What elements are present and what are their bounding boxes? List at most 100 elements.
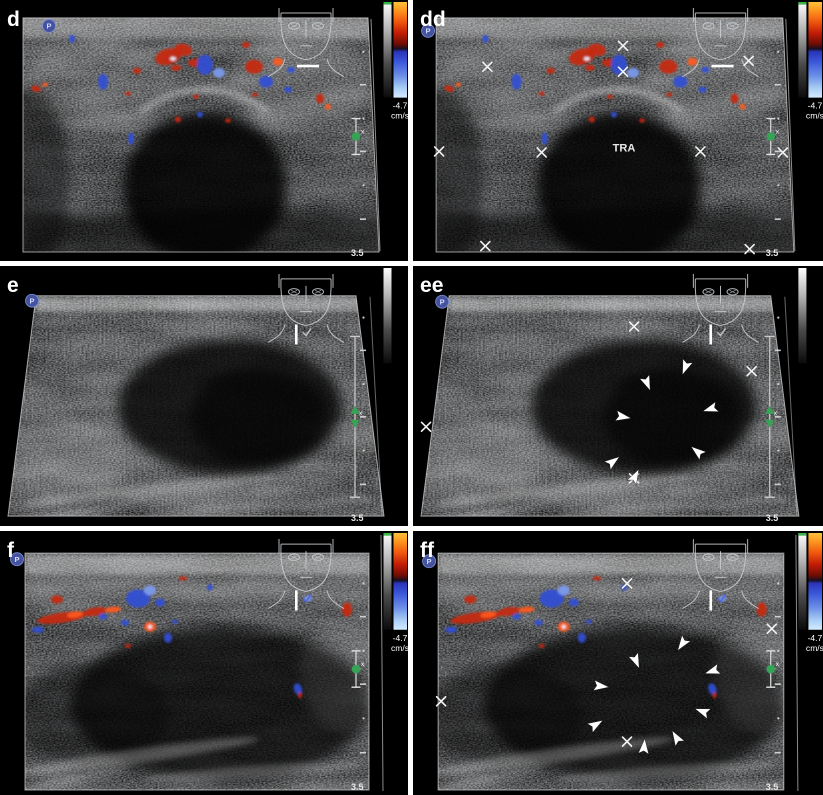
colorbar-velocity-value: -4.7 [393, 101, 408, 111]
doppler-flow-layer [32, 576, 352, 699]
scan-border [24, 552, 370, 791]
x-marker [628, 321, 640, 332]
x-marker [746, 365, 757, 377]
grayscale-bar [383, 533, 392, 630]
probe-logo: P [422, 554, 437, 569]
depth-ruler [360, 18, 381, 252]
probe-logo: P [10, 552, 24, 567]
x-marker [420, 421, 432, 433]
probe-orientation-marker [295, 324, 312, 345]
probe-logo-letter: P [427, 557, 432, 566]
ultrasound-image-f: -4.7cm/s 3.5 x Pf [0, 531, 408, 795]
scan-border [420, 295, 800, 517]
ultrasound-image-ee: 3.5 x Pee [413, 266, 823, 526]
lesion-arrowhead [704, 663, 722, 675]
probe-logo: P [421, 24, 436, 38]
probe-logo: P [42, 19, 56, 33]
measurement-caliper [764, 335, 775, 498]
caliper-x-label: x [361, 661, 365, 668]
panel-letter-label: d [7, 8, 20, 31]
scan-area [436, 17, 794, 253]
x-marker [482, 61, 493, 73]
colorbar-velocity-value: -4.7 [808, 633, 823, 643]
colorbar-velocity-unit: cm/s [806, 111, 823, 121]
lesion-arrowhead [614, 410, 632, 421]
caliper-x-label: x [776, 661, 780, 668]
lesion-arrowhead [690, 446, 707, 461]
scan-area [23, 17, 379, 253]
probe-orientation-marker [297, 64, 319, 68]
probe-orientation-marker [709, 324, 727, 345]
grayscale-bar-green-tick [798, 533, 807, 536]
measurement-caliper [766, 650, 776, 688]
x-marker [617, 40, 629, 52]
doppler-color-bar [393, 1, 407, 98]
grayscale-bar-green-tick [383, 533, 392, 536]
probe-orientation-marker [711, 64, 734, 68]
doppler-color-bar [808, 533, 822, 630]
depth-ruler [774, 535, 799, 791]
lesion-arrowhead [702, 401, 720, 412]
depth-ruler [360, 535, 384, 791]
x-marker [621, 736, 633, 747]
probe-logo-letter: P [29, 297, 34, 306]
grayscale-bar [798, 267, 807, 364]
x-marker [777, 147, 789, 158]
caliper-x-label: x [776, 129, 780, 136]
grayscale-bar [798, 533, 807, 630]
grayscale-bar [383, 267, 392, 364]
depth-scale-label: 3.5 [766, 782, 779, 792]
doppler-color-bar [808, 1, 822, 98]
probe-logo-letter: P [15, 555, 20, 564]
colorbar-velocity-unit: cm/s [806, 643, 823, 653]
lesion-arrowhead [671, 730, 685, 747]
x-marker [617, 66, 629, 78]
panel-letter-label: ee [420, 274, 443, 297]
depth-scale-label: 3.5 [351, 513, 364, 523]
measurement-caliper [351, 650, 361, 688]
x-marker [695, 146, 706, 157]
colorbar-velocity-unit: cm/s [391, 643, 408, 653]
face-neck-body-marker-icon [267, 539, 345, 610]
scan-border [22, 17, 380, 253]
lesion-arrowhead [682, 358, 694, 376]
lesion-arrowhead [637, 737, 650, 755]
caliper-x-label: x [361, 128, 365, 135]
probe-logo: P [435, 294, 450, 309]
face-neck-body-marker-icon [267, 273, 345, 343]
doppler-flow-layer [445, 576, 767, 699]
scan-border [437, 552, 785, 791]
ultrasound-image-ff: -4.7cm/s 3.5 x Pff [413, 531, 823, 795]
depth-scale-label: 3.5 [351, 248, 364, 258]
x-marker [621, 578, 633, 589]
x-marker [744, 243, 755, 255]
depth-scale-label: 3.5 [766, 513, 779, 523]
probe-orientation-marker [709, 590, 727, 611]
face-neck-body-marker-icon [267, 7, 345, 78]
x-marker [766, 623, 778, 635]
colorbar-velocity-value: -4.7 [393, 633, 408, 643]
x-marker [433, 146, 445, 157]
grayscale-bar-green-tick [798, 1, 807, 5]
panel-letter-label: dd [420, 8, 446, 31]
scan-area [25, 553, 369, 790]
face-neck-body-marker-icon [682, 7, 759, 78]
grayscale-bar-green-tick [383, 1, 392, 5]
scan-border [7, 295, 385, 517]
measurement-caliper [350, 335, 360, 498]
depth-scale-label: 3.5 [351, 782, 363, 792]
panel-letter-label: f [7, 539, 15, 562]
doppler-color-bar [393, 533, 407, 630]
probe-logo-letter: P [440, 298, 445, 307]
x-marker [435, 695, 447, 707]
probe-logo-letter: P [47, 22, 52, 31]
caliper-x-label: x [359, 410, 363, 417]
ultrasound-image-d: -4.7cm/s 3.5 x Pd [0, 0, 408, 261]
panel-letter-label: e [7, 274, 19, 297]
lesion-arrowhead [626, 468, 640, 486]
